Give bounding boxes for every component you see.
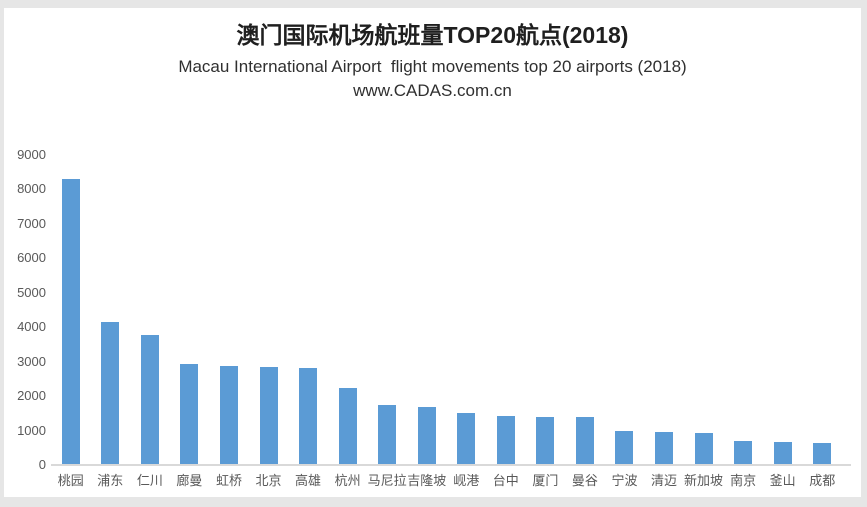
y-tick-label: 3000 (17, 353, 46, 369)
bar (734, 441, 753, 465)
bar (219, 365, 238, 465)
y-tick-label: 6000 (17, 250, 46, 266)
y-tick-label: 9000 (17, 147, 46, 162)
x-tick-label: 清迈 (651, 473, 678, 488)
x-tick-label: 虹桥 (215, 473, 242, 488)
bar (655, 431, 674, 465)
bar (299, 368, 318, 465)
bar (773, 441, 792, 465)
x-tick-label: 厦门 (532, 473, 559, 488)
x-tick-label: 南京 (730, 473, 757, 488)
x-tick-label: 高雄 (295, 473, 322, 488)
bar (536, 416, 555, 465)
x-axis-line (51, 464, 851, 466)
x-tick-label: 马尼拉 (367, 473, 407, 488)
x-tick-label: 台中 (492, 473, 519, 488)
x-tick-label: 釜山 (769, 473, 796, 488)
y-tick-label: 8000 (17, 181, 46, 197)
chart-title-block: 澳门国际机场航班量TOP20航点(2018) Macau Internation… (4, 20, 861, 103)
bar (180, 363, 199, 465)
x-tick-label: 浦东 (97, 473, 124, 488)
chart-source-url: www.CADAS.com.cn (353, 81, 512, 100)
x-tick-label: 杭州 (334, 473, 361, 488)
bar (457, 412, 476, 465)
chart-title: 澳门国际机场航班量TOP20航点(2018) (236, 22, 629, 48)
bar (496, 416, 515, 465)
x-tick-label: 成都 (809, 473, 836, 488)
x-tick-label: 仁川 (136, 473, 163, 488)
bar (813, 442, 832, 465)
x-tick-label: 宁波 (611, 473, 638, 488)
x-tick-label: 北京 (255, 473, 282, 488)
bar (338, 387, 357, 465)
x-tick-label: 廊曼 (176, 473, 203, 488)
bar (694, 433, 713, 465)
x-tick-label: 曼谷 (571, 473, 598, 488)
bar (417, 407, 436, 465)
x-tick-label: 桃园 (57, 473, 84, 488)
x-tick-label: 新加坡 (684, 473, 724, 488)
x-tick-label: 吉隆坡 (407, 473, 447, 488)
bar (259, 367, 278, 465)
y-tick-label: 1000 (17, 422, 46, 438)
x-tick-label: 岘港 (453, 473, 480, 488)
bar (378, 405, 397, 465)
y-tick-label: 5000 (17, 284, 46, 300)
bar (101, 322, 120, 465)
y-tick-label: 4000 (17, 319, 46, 335)
y-tick-label: 2000 (17, 388, 46, 404)
y-tick-label: 7000 (17, 215, 46, 231)
bar (61, 179, 80, 465)
y-tick-label: 0 (38, 457, 46, 472)
bar (140, 334, 159, 465)
chart-subtitle: Macau International Airport flight movem… (178, 57, 687, 76)
bar (615, 430, 634, 465)
bar (575, 416, 594, 465)
